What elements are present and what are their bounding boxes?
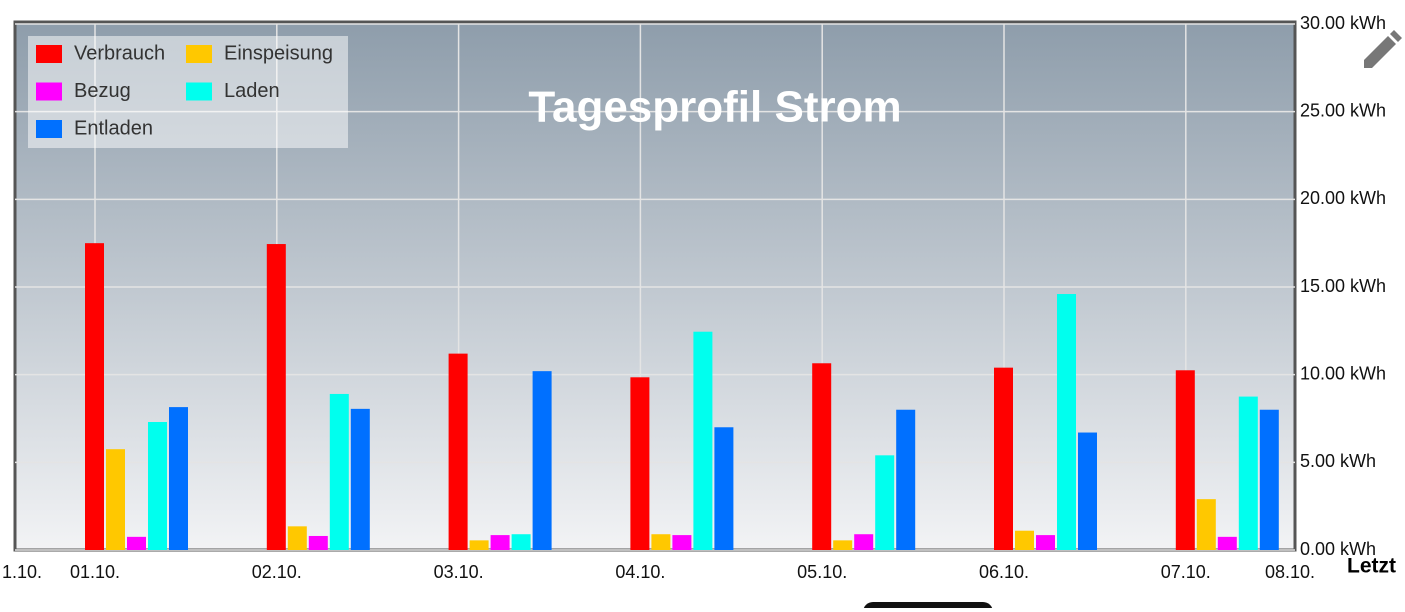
x-tick-label: 03.10. bbox=[434, 562, 484, 582]
legend-swatch bbox=[36, 45, 62, 63]
bar bbox=[1196, 499, 1216, 550]
bar bbox=[812, 363, 832, 550]
x-tick-label: 04.10. bbox=[615, 562, 665, 582]
y-tick-label: 10.00 kWh bbox=[1300, 363, 1386, 383]
bar bbox=[1259, 409, 1279, 550]
bar bbox=[875, 455, 895, 550]
legend-swatch bbox=[36, 82, 62, 101]
legend-label: Verbrauch bbox=[74, 42, 165, 64]
bar bbox=[127, 536, 146, 550]
bar bbox=[169, 407, 188, 550]
bar bbox=[85, 243, 104, 550]
bar bbox=[490, 535, 510, 550]
bar bbox=[833, 540, 853, 550]
bar bbox=[994, 367, 1013, 550]
x-tick-label: 08.10. bbox=[1265, 562, 1315, 582]
bar bbox=[308, 535, 328, 550]
bar bbox=[651, 534, 671, 550]
legend-swatch bbox=[186, 82, 212, 101]
bar bbox=[693, 331, 713, 550]
x-tick-label: 01.10. bbox=[70, 562, 120, 582]
legend-label: Einspeisung bbox=[224, 42, 333, 64]
legend-swatch bbox=[36, 120, 62, 138]
x-tick-label: 07.10. bbox=[1161, 562, 1211, 582]
bar bbox=[1238, 396, 1258, 550]
y-tick-label: 0.00 kWh bbox=[1300, 539, 1376, 559]
bar bbox=[511, 534, 531, 550]
bar bbox=[1015, 530, 1034, 550]
y-tick-label: 15.00 kWh bbox=[1300, 276, 1386, 296]
bar bbox=[896, 409, 916, 550]
bottom-button[interactable] bbox=[863, 602, 993, 612]
y-tick-label: 20.00 kWh bbox=[1300, 188, 1386, 208]
bar bbox=[148, 422, 167, 550]
bar bbox=[1217, 536, 1237, 550]
bar bbox=[672, 535, 692, 550]
x-tick-label: 1.10. bbox=[2, 562, 42, 582]
y-tick-label: 30.00 kWh bbox=[1300, 13, 1386, 33]
x-tick-label: 06.10. bbox=[979, 562, 1029, 582]
bar bbox=[106, 449, 125, 550]
button-label[interactable]: Letzt bbox=[1347, 555, 1396, 578]
edit-icon[interactable] bbox=[1364, 30, 1402, 68]
bar bbox=[854, 534, 874, 550]
bar bbox=[1175, 370, 1195, 550]
x-tick-label: 02.10. bbox=[252, 562, 302, 582]
bar bbox=[1078, 432, 1097, 550]
legend-swatch bbox=[186, 45, 212, 63]
y-tick-label: 5.00 kWh bbox=[1300, 451, 1376, 471]
bar bbox=[469, 540, 489, 550]
bar bbox=[1036, 535, 1055, 550]
bar bbox=[630, 377, 650, 550]
legend-label: Entladen bbox=[74, 117, 153, 139]
bar bbox=[329, 393, 349, 550]
y-tick-label: 25.00 kWh bbox=[1300, 100, 1386, 120]
legend-label: Bezug bbox=[74, 80, 131, 102]
chart-title: Tagesprofil Strom bbox=[528, 83, 901, 132]
bar bbox=[350, 408, 370, 550]
bar bbox=[532, 371, 552, 550]
bar bbox=[1057, 294, 1076, 550]
x-tick-label: 05.10. bbox=[797, 562, 847, 582]
bar bbox=[714, 427, 734, 550]
legend-label: Laden bbox=[224, 80, 280, 102]
bar bbox=[448, 353, 468, 550]
bar bbox=[266, 244, 286, 550]
bar bbox=[287, 526, 307, 550]
